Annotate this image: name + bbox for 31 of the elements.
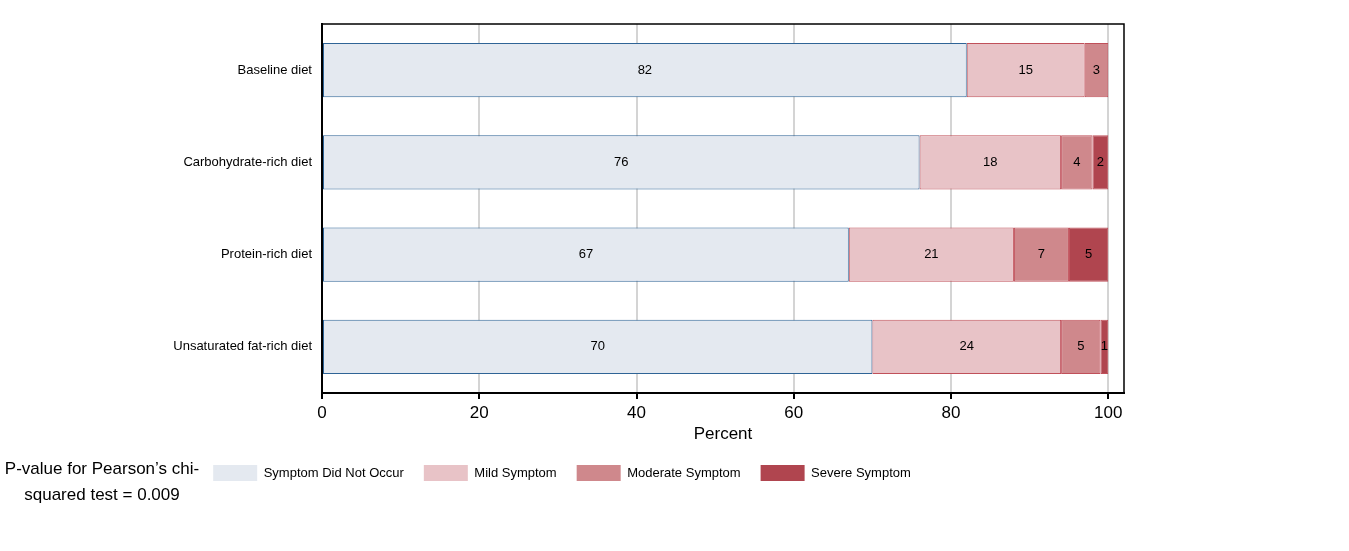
- data-label: 3: [1092, 61, 1101, 77]
- y-tick-label: Baseline diet: [237, 61, 313, 77]
- y-tick-label: Unsaturated fat-rich diet: [173, 338, 313, 354]
- data-label: 7: [1037, 246, 1046, 262]
- legend-label: Moderate Symptom: [627, 464, 741, 480]
- x-tick-label: 80: [941, 402, 961, 422]
- data-label: 15: [1018, 61, 1033, 77]
- legend-label: Mild Symptom: [474, 464, 557, 480]
- data-label: 18: [983, 153, 998, 169]
- data-label: 5: [1077, 338, 1085, 354]
- y-tick-label: Carbohydrate-rich diet: [183, 153, 313, 169]
- data-label: 1: [1100, 338, 1108, 354]
- data-label: 76: [614, 153, 629, 169]
- x-axis-title: Percent: [693, 424, 753, 444]
- data-label: 2: [1096, 153, 1105, 169]
- x-tick-label: 40: [627, 402, 646, 422]
- data-label: 67: [578, 246, 594, 262]
- legend-label: Symptom Did Not Occur: [263, 464, 405, 480]
- x-tick-label: 20: [469, 402, 489, 422]
- data-label: 24: [959, 338, 974, 354]
- x-tick-label: 60: [784, 402, 804, 422]
- data-label: 82: [637, 61, 653, 77]
- y-tick-label: Protein-rich diet: [220, 246, 313, 262]
- x-tick-label: 100: [1094, 402, 1123, 422]
- data-label: 70: [590, 338, 605, 354]
- data-label: 5: [1085, 246, 1093, 262]
- legend-label: Severe Symptom: [811, 464, 911, 480]
- x-tick-label: 0: [317, 402, 327, 422]
- text: P-value for Pearson’s chi-squared test = 0.009: [4, 458, 200, 506]
- data-label: 21: [924, 246, 939, 262]
- data-label: 4: [1073, 153, 1081, 169]
